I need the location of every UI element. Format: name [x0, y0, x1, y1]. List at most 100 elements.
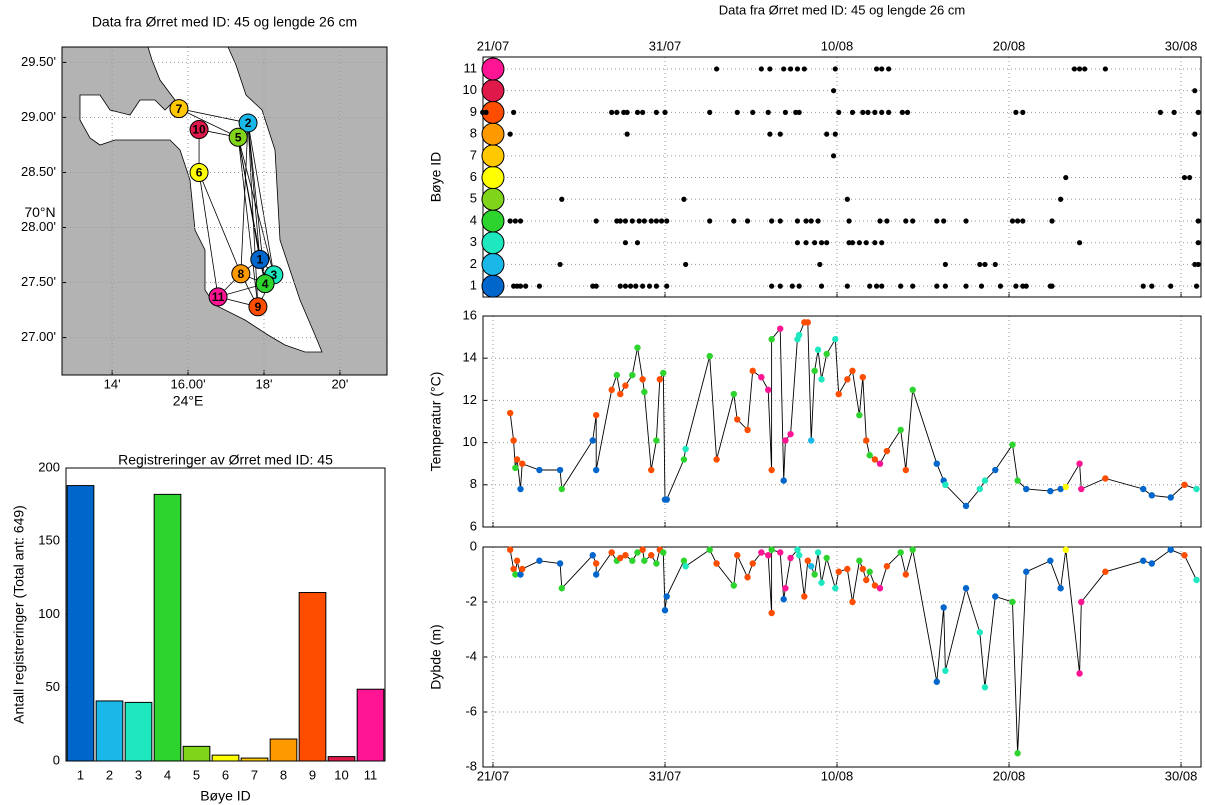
detection — [787, 66, 794, 72]
detection — [781, 66, 787, 72]
point — [768, 466, 775, 474]
point — [713, 456, 720, 463]
point — [1193, 576, 1200, 584]
point — [653, 560, 660, 567]
detection — [624, 109, 630, 115]
y-tick-label: 6 — [470, 169, 477, 184]
detection — [865, 109, 871, 115]
point — [1047, 557, 1054, 564]
plot-frame — [61, 46, 388, 376]
detection — [808, 218, 814, 224]
buoy-key — [481, 57, 505, 81]
point — [1148, 492, 1156, 499]
point — [1076, 670, 1083, 677]
point — [1181, 552, 1188, 559]
point — [1148, 560, 1156, 567]
detection — [803, 218, 809, 224]
point — [1167, 546, 1174, 553]
x-tick-label: 20/08 — [993, 768, 1026, 783]
detection — [1192, 88, 1198, 94]
y-tick-label: 10 — [463, 82, 477, 97]
y-tick-label: 9 — [470, 104, 477, 119]
y-tick-label: 5 — [470, 191, 477, 206]
buoy-label: 7 — [176, 102, 183, 116]
detection — [777, 283, 783, 289]
point — [1023, 568, 1030, 575]
x-tick-label: 16.00' — [171, 376, 206, 391]
detection — [794, 218, 801, 224]
detection — [849, 240, 856, 246]
point — [856, 557, 863, 564]
detection — [1195, 218, 1201, 224]
bar — [66, 485, 95, 762]
detection — [1082, 66, 1088, 72]
detection — [1009, 218, 1016, 224]
detection — [942, 261, 948, 268]
point — [639, 376, 646, 383]
point — [866, 568, 873, 575]
y-tick-label: -4 — [465, 648, 477, 663]
point — [592, 466, 600, 474]
detection — [1076, 240, 1083, 246]
point — [804, 319, 811, 326]
detection — [1023, 283, 1029, 289]
detection — [903, 218, 909, 224]
point — [818, 579, 825, 586]
detection — [796, 283, 802, 289]
point — [661, 607, 669, 614]
detection — [941, 218, 947, 224]
point — [589, 552, 596, 559]
track-line — [509, 548, 1197, 754]
point — [656, 376, 664, 383]
detection — [658, 218, 665, 224]
detection — [634, 109, 641, 115]
detection — [629, 218, 635, 224]
point — [777, 325, 784, 332]
detection — [731, 218, 737, 224]
x-tick-label: 18' — [256, 376, 273, 391]
x-tick-label: 21/07 — [477, 768, 510, 783]
detection — [1102, 66, 1108, 72]
buoy-marker — [238, 113, 258, 133]
y-tick-label: -8 — [465, 758, 477, 773]
detection — [832, 131, 838, 137]
point — [780, 596, 787, 603]
detection — [1049, 218, 1055, 224]
detection — [824, 240, 830, 246]
detection — [640, 109, 646, 115]
point — [823, 554, 830, 562]
detection — [782, 109, 789, 115]
detection — [777, 218, 783, 224]
detection — [523, 283, 529, 289]
detection — [873, 66, 880, 72]
point — [506, 409, 514, 417]
detection — [1063, 174, 1069, 181]
buoy-label: 1 — [256, 253, 263, 267]
point — [976, 485, 983, 493]
y-tick-label: 27.50' — [21, 274, 56, 289]
y-tick-label: 200 — [38, 459, 60, 474]
detection — [511, 109, 517, 115]
detection — [593, 283, 599, 289]
movement-line — [237, 137, 275, 275]
detection — [934, 283, 940, 289]
detection — [824, 131, 830, 137]
bar — [153, 493, 182, 762]
y-axis-label: 70°N — [24, 204, 55, 220]
point — [871, 456, 879, 463]
movement-line — [247, 122, 259, 307]
point — [622, 382, 629, 389]
detection — [1140, 283, 1146, 289]
point — [617, 554, 624, 562]
x-tick-label: 5 — [193, 767, 200, 782]
point — [909, 386, 916, 394]
detection — [646, 283, 653, 289]
y-tick-label: 11 — [464, 60, 478, 75]
detection — [886, 109, 892, 115]
y-tick-label: 29.00' — [21, 109, 56, 124]
point — [663, 593, 670, 600]
point — [706, 546, 713, 553]
detection — [750, 109, 756, 115]
point — [744, 426, 751, 434]
